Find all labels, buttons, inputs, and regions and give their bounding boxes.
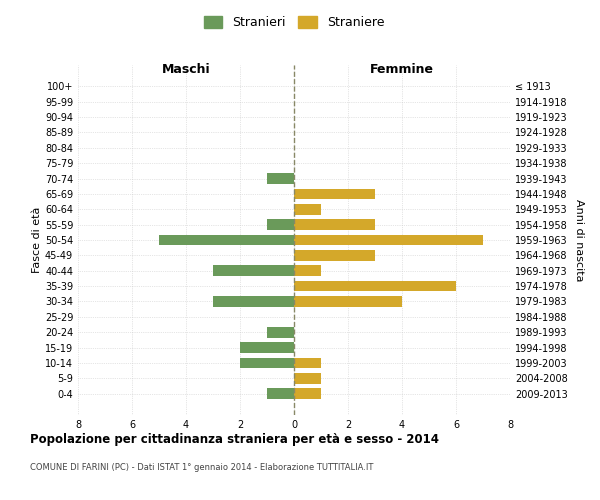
Bar — [294, 204, 321, 214]
Bar — [294, 373, 321, 384]
Bar — [159, 234, 294, 246]
Y-axis label: Anni di nascita: Anni di nascita — [574, 198, 584, 281]
Bar — [294, 188, 375, 200]
Bar — [240, 342, 294, 353]
Bar — [267, 219, 294, 230]
Text: COMUNE DI FARINI (PC) - Dati ISTAT 1° gennaio 2014 - Elaborazione TUTTITALIA.IT: COMUNE DI FARINI (PC) - Dati ISTAT 1° ge… — [30, 462, 373, 471]
Bar — [213, 266, 294, 276]
Bar — [294, 219, 375, 230]
Text: Popolazione per cittadinanza straniera per età e sesso - 2014: Popolazione per cittadinanza straniera p… — [30, 432, 439, 446]
Bar — [267, 173, 294, 184]
Text: Femmine: Femmine — [370, 62, 434, 76]
Bar — [294, 266, 321, 276]
Bar — [267, 327, 294, 338]
Bar — [294, 250, 375, 261]
Bar — [294, 280, 456, 291]
Bar — [294, 234, 483, 246]
Bar — [294, 388, 321, 399]
Legend: Stranieri, Straniere: Stranieri, Straniere — [199, 11, 389, 34]
Y-axis label: Fasce di età: Fasce di età — [32, 207, 42, 273]
Bar — [294, 358, 321, 368]
Bar — [240, 358, 294, 368]
Bar — [294, 296, 402, 307]
Bar — [213, 296, 294, 307]
Text: Maschi: Maschi — [161, 62, 211, 76]
Bar — [267, 388, 294, 399]
